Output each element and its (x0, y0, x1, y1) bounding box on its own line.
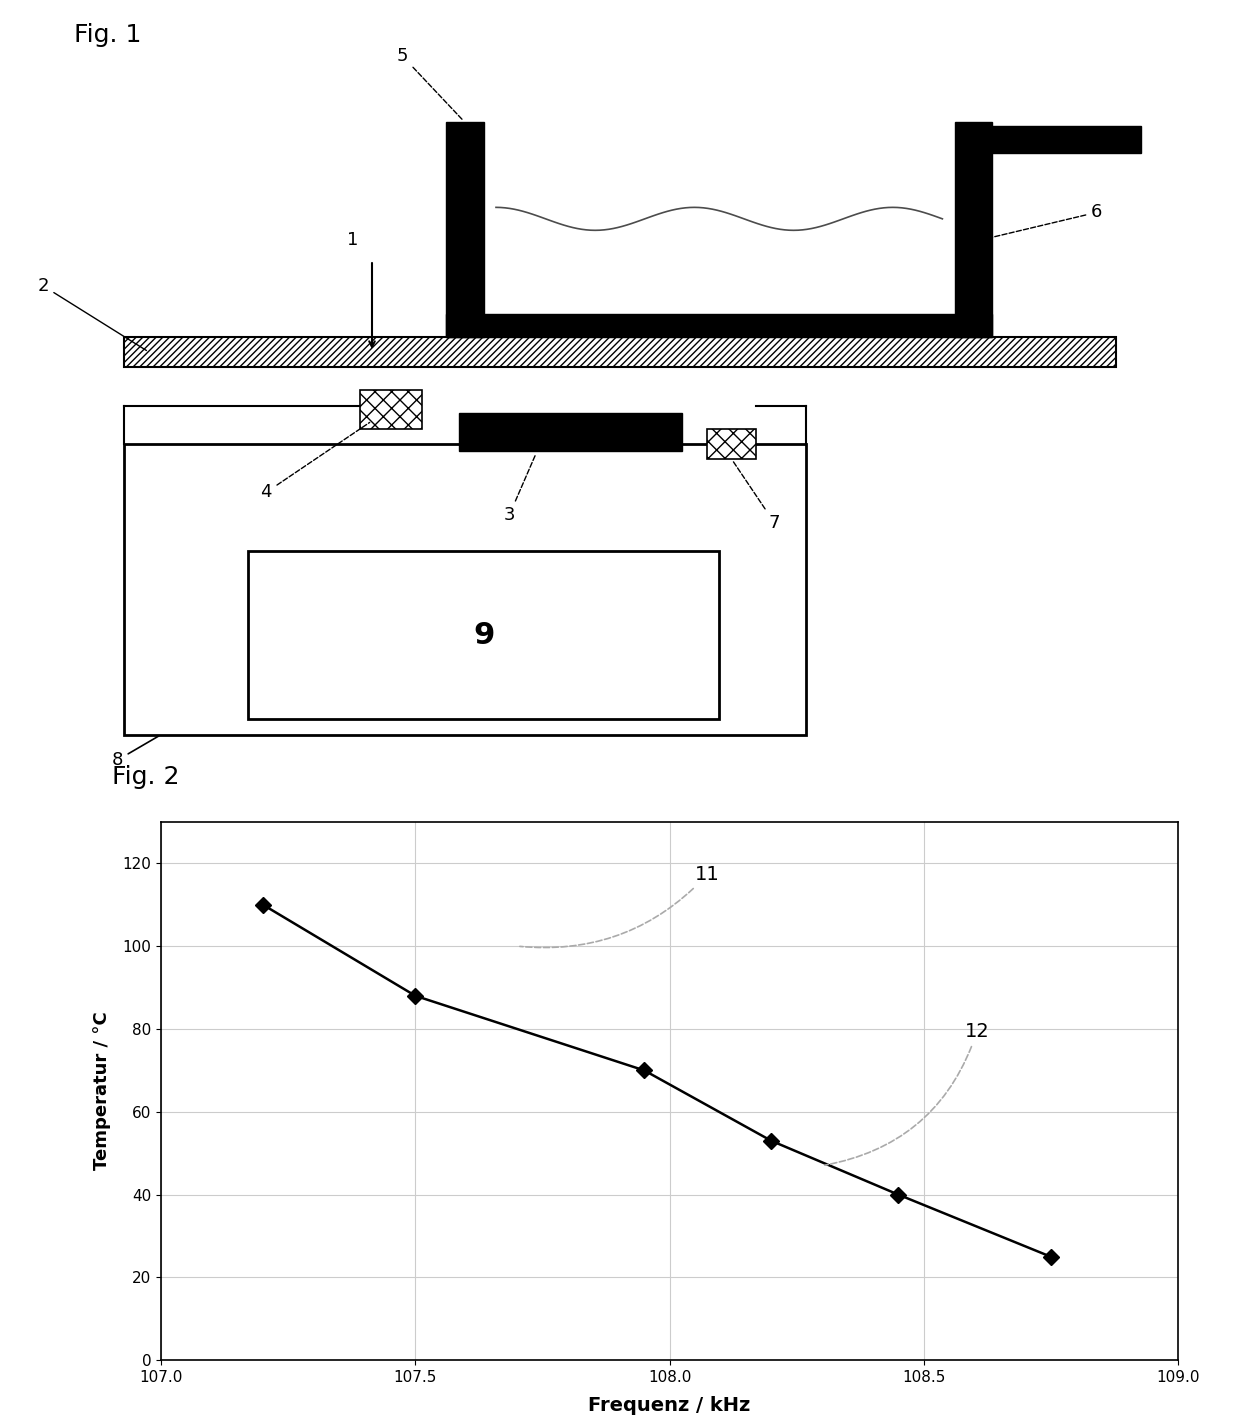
Bar (124, 444, 806, 734)
Y-axis label: Temperatur / °C: Temperatur / °C (93, 1012, 112, 1170)
Text: Fig. 1: Fig. 1 (74, 23, 141, 47)
Bar (707, 428, 756, 459)
Text: 11: 11 (520, 864, 719, 948)
Text: 8: 8 (112, 735, 159, 769)
Text: 12: 12 (825, 1022, 990, 1165)
Bar (955, 122, 992, 337)
Bar (446, 122, 484, 337)
Bar (992, 126, 1141, 153)
Text: 9: 9 (472, 621, 495, 649)
Text: 7: 7 (733, 462, 780, 531)
Text: 5: 5 (397, 47, 463, 120)
Bar (248, 551, 719, 720)
Bar (459, 414, 682, 452)
Bar (446, 313, 992, 337)
Bar (360, 390, 422, 428)
Text: Fig. 2: Fig. 2 (112, 765, 179, 789)
Bar (124, 337, 1116, 367)
Text: 3: 3 (503, 453, 536, 524)
Text: 1: 1 (347, 231, 358, 249)
X-axis label: Frequenz / kHz: Frequenz / kHz (589, 1396, 750, 1416)
Text: 4: 4 (260, 422, 370, 502)
Text: 2: 2 (37, 276, 146, 350)
Text: 6: 6 (982, 203, 1102, 239)
